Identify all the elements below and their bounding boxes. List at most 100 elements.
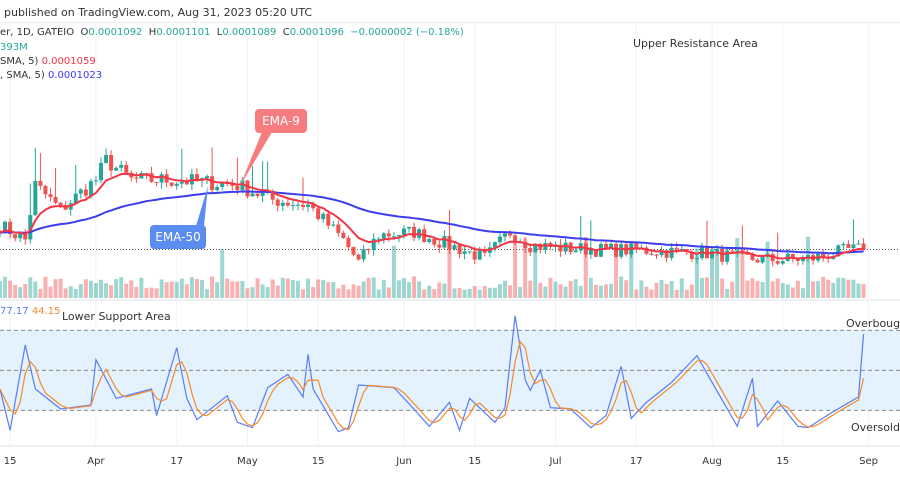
volume-bar (563, 286, 568, 298)
volume-bar (124, 283, 129, 298)
volume-bar (336, 288, 341, 298)
candle-body (432, 239, 437, 245)
published-line: published on TradingView.com, Aug 31, 20… (4, 6, 313, 19)
volume-bar (513, 242, 518, 298)
volume-bar (210, 276, 215, 298)
candle-body (194, 174, 199, 181)
candle-body (669, 247, 674, 258)
candle-body (609, 243, 614, 248)
candle-body (179, 181, 184, 184)
x-tick-label: Aug (702, 456, 722, 467)
volume-bar (83, 279, 88, 298)
volume-bar (184, 284, 189, 298)
candle-body (821, 253, 826, 257)
volume-bar (99, 279, 103, 298)
volume-bar (295, 280, 300, 298)
candle-body (174, 183, 179, 186)
volume-bar (33, 281, 38, 298)
volume-bar (285, 278, 290, 298)
candle-body (371, 238, 376, 251)
candle-body (341, 232, 346, 238)
volume-bar (0, 280, 2, 298)
x-tick-label: Jul (548, 456, 561, 467)
volume-bar (88, 280, 93, 298)
volume-bar (255, 278, 260, 298)
candle-body (220, 182, 225, 187)
stoch-k-value: 77.17 (0, 306, 29, 317)
volume-bar (179, 278, 184, 298)
candle-body (780, 261, 785, 264)
stoch-d-value: 44.15 (31, 306, 61, 317)
volume-bar (270, 279, 275, 298)
volume-bar (694, 248, 699, 298)
volume-bar (114, 278, 119, 298)
volume-bar (644, 286, 649, 298)
x-tick-label: 15 (312, 456, 325, 467)
volume-bar (720, 278, 725, 298)
candle-body (452, 245, 457, 250)
candle-body (366, 249, 371, 251)
x-tick-label: 17 (170, 456, 183, 467)
candle-body (13, 234, 18, 239)
ema9-arrow (240, 132, 272, 186)
candle-body (230, 184, 235, 186)
volume-bar (396, 280, 401, 298)
candle-body (472, 251, 477, 260)
volume-bar (200, 279, 204, 298)
low-label: L (216, 27, 223, 38)
volume-bar (715, 249, 720, 298)
candle-body (720, 248, 725, 262)
candle-body (311, 204, 316, 209)
volume-bar (149, 287, 154, 298)
volume-bar (13, 284, 18, 298)
candle-body (99, 162, 103, 181)
candle-body (503, 233, 507, 237)
volume-bar (679, 278, 684, 298)
candle-body (689, 252, 694, 260)
volume-bar (710, 248, 715, 298)
volume-bar (831, 282, 836, 298)
x-tick-label: 15 (4, 456, 17, 467)
volume-bar (816, 280, 821, 298)
volume-bar (144, 288, 149, 298)
volume-bar (235, 281, 240, 298)
candle-body (290, 204, 295, 206)
candle-body (88, 181, 93, 196)
candle-body (851, 244, 856, 249)
volume-bar (139, 277, 144, 298)
candle-body (306, 204, 311, 207)
volume-bar (402, 278, 406, 298)
candle-body (402, 228, 406, 235)
volume-bar (43, 276, 48, 298)
candle-body (386, 233, 391, 237)
candle-body (255, 193, 260, 196)
volume-bar (417, 281, 422, 298)
volume-bar (740, 247, 745, 298)
volume-bar (619, 276, 624, 298)
volume-bar (518, 287, 523, 298)
stoch-k-line (0, 315, 865, 433)
volume-bar (265, 287, 270, 298)
candle-body (124, 164, 129, 173)
candle-body (285, 202, 290, 206)
volume-bar (412, 276, 417, 298)
candle-body (760, 255, 765, 263)
candle-body (492, 242, 497, 248)
volume-bar (533, 243, 538, 298)
candle-body (53, 197, 58, 203)
candle-body (856, 243, 861, 245)
candle-body (326, 213, 331, 226)
volume-bar (164, 282, 169, 298)
candle-body (619, 244, 624, 257)
volume-bar (492, 287, 497, 298)
volume-bar (528, 280, 533, 298)
candle-body (316, 208, 321, 220)
volume-bar (523, 238, 528, 298)
volume-bar (28, 277, 33, 298)
volume-bar (23, 283, 28, 298)
candle-body (391, 236, 396, 238)
volume-bar (669, 281, 674, 298)
volume-bar (770, 281, 775, 298)
volume-bar (836, 277, 841, 298)
